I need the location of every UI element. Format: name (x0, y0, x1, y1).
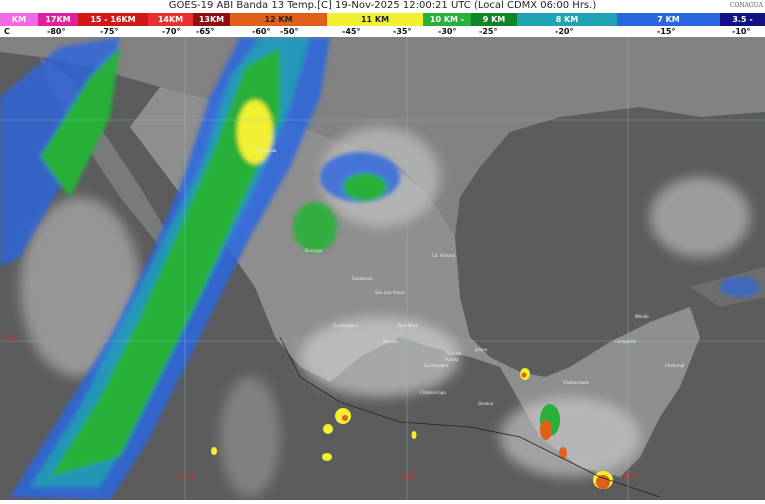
city-label: Morelia (383, 339, 398, 344)
temperature-tick: -15° (657, 27, 676, 36)
temperature-tick: -20° (555, 27, 574, 36)
city-label: Jalapa (474, 347, 488, 352)
convective-storms (211, 368, 613, 489)
latitude-label-20: +20° (0, 334, 21, 343)
legend-segment: 11 KM (327, 13, 423, 26)
city-label: Cd. Victoria (432, 253, 456, 258)
legend-segment: 13KM (193, 13, 230, 26)
temperature-tick: -30° (438, 27, 457, 36)
temperature-tick: -25° (479, 27, 498, 36)
city-label: Mérida (635, 314, 649, 319)
legend-segment: 10 KM - (423, 13, 471, 26)
temperature-tick: -60° (252, 27, 271, 36)
satellite-map: Chihuahua Durango Zacatecas Cd. Victoria… (0, 37, 765, 500)
temperature-scale: C -80° -75° -70° -65° -60° -50° -45° -35… (0, 26, 765, 37)
city-label: Durango (305, 248, 323, 253)
cold-cloud-band (0, 37, 760, 500)
legend-segment: 7 KM (617, 13, 720, 26)
low-clouds (20, 127, 750, 497)
city-label: Chetumal (665, 363, 684, 368)
longitude-label-90: -90° (620, 472, 638, 481)
legend-segment: 3.5 - (720, 13, 765, 26)
temperature-tick: -70° (162, 27, 181, 36)
temperature-tick: -65° (196, 27, 215, 36)
temperature-tick: -80° (47, 27, 66, 36)
temperature-tick: -50° (280, 27, 299, 36)
temperature-unit: C (4, 27, 10, 36)
city-labels: Chihuahua Durango Zacatecas Cd. Victoria… (255, 148, 684, 406)
longitude-label-100: -100° (396, 472, 419, 481)
city-label: Zacatecas (352, 276, 373, 281)
city-label: Chihuahua (255, 148, 277, 153)
temperature-tick: -45° (342, 27, 361, 36)
conagua-logo: CONAGUA (729, 2, 763, 9)
legend-segment: 9 KM (471, 13, 517, 26)
city-label: Querétaro (398, 323, 419, 328)
legend-segment: KM (0, 13, 38, 26)
image-title: GOES-19 ABI Banda 13 Temp.[C] 19-Nov-202… (0, 0, 765, 12)
city-label: Villahermosa (563, 380, 589, 385)
pacific-coastline (279, 336, 661, 498)
city-label: Oaxaca (478, 401, 494, 406)
city-label: Guadalajara (333, 323, 358, 328)
legend-segment: 8 KM (517, 13, 617, 26)
city-label: Tlaxcala (444, 351, 462, 356)
temperature-tick: -10° (732, 27, 751, 36)
city-label: Puebla (445, 357, 459, 362)
satellite-image: Chihuahua Durango Zacatecas Cd. Victoria… (0, 37, 765, 500)
legend-segment: 15 - 16KM (78, 13, 148, 26)
temperature-tick: -35° (393, 27, 412, 36)
altitude-color-legend: KM 17KM 15 - 16KM 14KM 13KM 12 KM 11 KM … (0, 13, 765, 26)
longitude-label-110: -110° (175, 472, 198, 481)
legend-segment: 17KM (38, 13, 78, 26)
city-label: San Luis Potosí (375, 290, 406, 295)
graticule (0, 37, 765, 500)
city-label: Chilpancingo (420, 390, 446, 395)
legend-segment: 12 KM (230, 13, 327, 26)
temperature-tick: -75° (100, 27, 119, 36)
city-label: Cuernavaca (424, 363, 448, 368)
legend-segment: 14KM (148, 13, 193, 26)
city-label: Campeche (615, 339, 637, 344)
